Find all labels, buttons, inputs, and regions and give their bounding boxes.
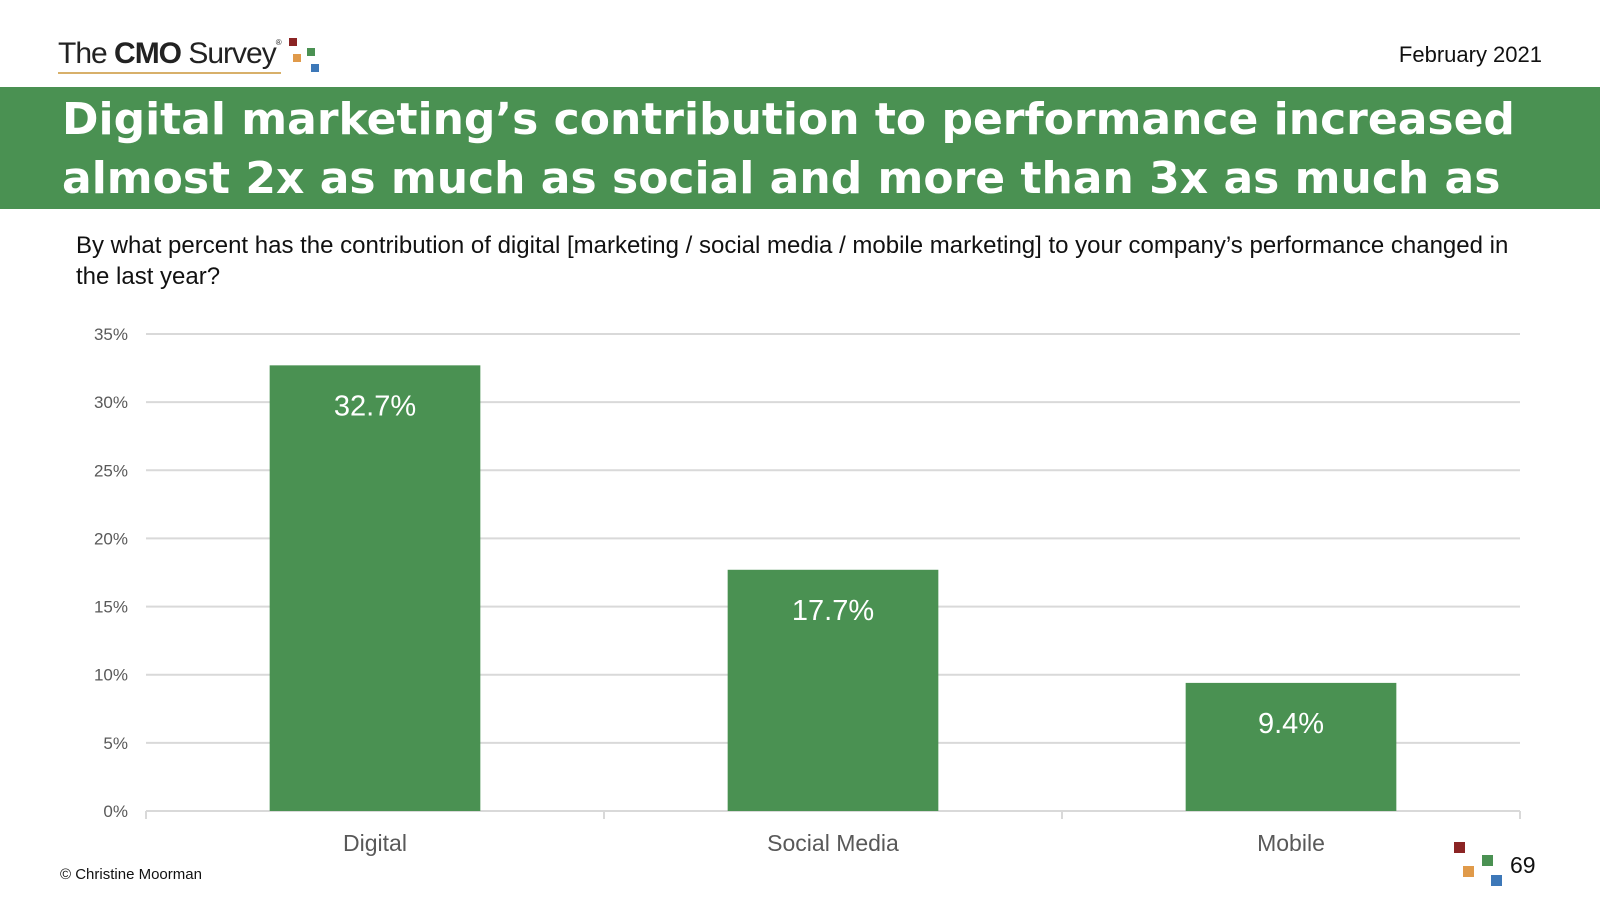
logo-square-green [306, 48, 315, 56]
logo-square-blue [310, 64, 319, 72]
logo-squares-icon [283, 38, 319, 74]
title-banner [0, 87, 1600, 209]
logo-registered-mark: ® [275, 38, 282, 47]
data-label: 9.4% [1258, 708, 1324, 740]
data-label: 17.7% [792, 595, 874, 627]
report-date: February 2021 [1398, 42, 1542, 67]
y-tick-label: 15% [94, 598, 128, 617]
y-tick-label: 0% [103, 802, 128, 821]
y-tick-label: 10% [94, 666, 128, 685]
y-tick-label: 35% [94, 325, 128, 344]
x-category-label: Digital [343, 830, 407, 856]
bar-chart: 0% 5% 10% 15% 20% 25% 30% 35% 32.7% Digital 17.7% S… [94, 325, 1521, 856]
x-category-label: Social Media [767, 830, 899, 856]
copyright: © Christine Moorman [60, 866, 202, 883]
logo-square-orange [292, 54, 301, 62]
footer-squares-icon [1452, 842, 1502, 892]
logo-wordmark: The CMO Survey® [58, 37, 282, 74]
y-tick-label: 30% [94, 393, 128, 412]
slide-title: Digital marketing’s contribution to perf… [62, 94, 1515, 263]
logo-text-post: Survey [181, 37, 276, 70]
bar [1185, 682, 1397, 811]
footer-square-orange [1463, 866, 1474, 877]
y-tick-label: 25% [94, 461, 128, 480]
data-label: 32.7% [334, 390, 416, 422]
survey-question: By what percent has the contribution of … [76, 232, 1509, 290]
footer-square-blue [1491, 875, 1502, 886]
logo-square-red [288, 38, 297, 46]
page-number: 69 [1510, 852, 1536, 878]
logo-text-pre: The [58, 37, 115, 70]
y-tick-label: 5% [103, 734, 128, 753]
cmo-survey-logo: The CMO Survey® [58, 34, 319, 74]
bar [727, 569, 939, 811]
bar [269, 365, 481, 811]
footer-square-green [1482, 855, 1493, 866]
x-category-label: Mobile [1257, 830, 1325, 856]
y-tick-label: 20% [94, 529, 128, 548]
logo-text-bold: CMO [114, 37, 182, 70]
footer-square-red [1454, 842, 1465, 853]
